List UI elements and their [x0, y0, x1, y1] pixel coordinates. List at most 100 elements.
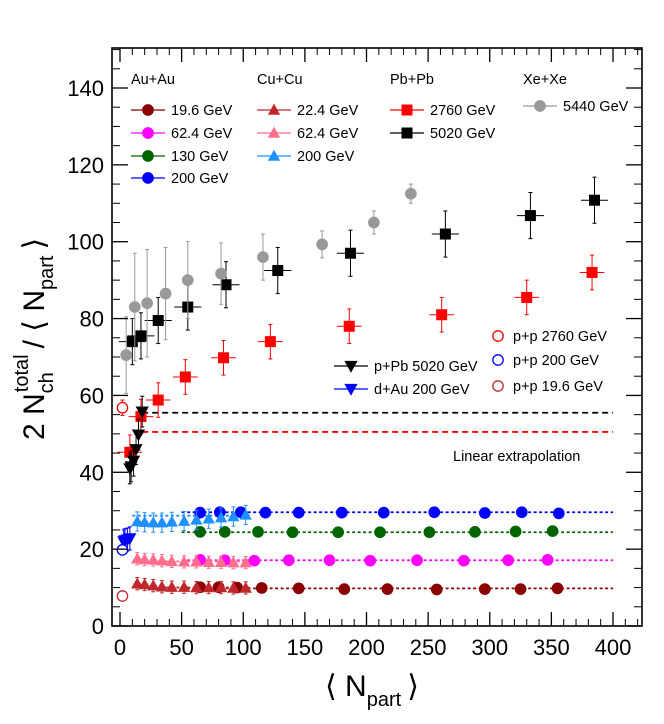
legend-entry: 19.6 GeV: [131, 103, 233, 119]
y-label-sup: total: [11, 354, 33, 392]
legend-entry: 5020 GeV: [390, 126, 496, 142]
extrapolation-lines: [132, 411, 613, 590]
legend-label: p+Pb 5020 GeV: [374, 359, 478, 375]
data-point: [552, 507, 565, 520]
data-point: [215, 267, 227, 280]
data-point: [190, 555, 203, 567]
legend-marker: [267, 126, 281, 138]
data-point: [117, 536, 131, 549]
legend-entry: 2760 GeV: [390, 103, 496, 119]
data-point: [218, 525, 231, 538]
data-point: [131, 552, 144, 564]
x-label-sub: part: [367, 689, 402, 711]
legend-marker: [344, 360, 358, 373]
data-point: [116, 590, 129, 602]
y-label-sub: ch: [36, 372, 58, 393]
data-point: [126, 336, 138, 348]
data-point: [131, 429, 146, 442]
data-point: [551, 582, 564, 595]
data-point: [405, 187, 417, 200]
legend-label: p+p 2760 GeV: [513, 329, 607, 345]
data-point: [524, 210, 536, 222]
data-point: [316, 238, 328, 251]
y-tick-label: 120: [67, 153, 104, 178]
series-5440-gev: [120, 183, 417, 395]
data-point: [128, 301, 141, 313]
data-point: [248, 554, 261, 567]
data-point: [439, 228, 451, 240]
data-point: [589, 194, 601, 206]
data-point: [141, 297, 153, 310]
data-point: [364, 554, 377, 567]
series-62-4-gev: [194, 554, 554, 567]
data-point: [147, 516, 160, 528]
data-point: [239, 508, 252, 520]
legend-group-cu-cu: Cu+Cu: [257, 72, 303, 88]
legend-label: 5440 GeV: [563, 99, 629, 115]
data-point: [338, 583, 351, 595]
x-tick-label: 100: [225, 635, 262, 660]
data-point: [478, 507, 491, 519]
data-point: [541, 554, 554, 566]
legend-marker: [267, 103, 281, 115]
data-point: [239, 556, 252, 568]
data-point: [436, 309, 448, 321]
y-tick-label: 80: [80, 307, 104, 332]
legend-entry: p+Pb 5020 GeV: [334, 359, 478, 375]
data-point: [135, 330, 147, 342]
data-point: [202, 555, 215, 567]
data-point: [252, 525, 264, 538]
series-22-4-gev: [131, 577, 252, 595]
series-200-gev: [131, 504, 252, 533]
axis-ticks: 0 50 100 150 200 250 300 350 400 0 20 40 60 80 100 120 1…: [67, 48, 642, 660]
x-tick-label: 250: [410, 635, 447, 660]
legend-entry: 200 GeV: [257, 149, 355, 165]
data-point: [181, 274, 194, 286]
legend-marker: [142, 172, 154, 184]
data-point: [502, 554, 515, 567]
data-point: [147, 579, 160, 591]
data-point: [120, 349, 133, 361]
data-point: [227, 556, 240, 568]
data-point: [259, 506, 272, 519]
y-tick-label: 0: [92, 614, 104, 639]
data-point: [514, 583, 527, 595]
legend-marker: [492, 380, 504, 392]
data-point: [430, 583, 443, 596]
data-point: [264, 336, 276, 348]
legend-entry: d+Au 200 GeV: [334, 382, 470, 398]
x-axis-label: ⟨ Npart ⟩: [325, 670, 419, 711]
data-point: [165, 580, 178, 592]
y-tick-label: 60: [80, 383, 104, 408]
legend-label: 22.4 GeV: [297, 103, 359, 119]
series-p-pb-5020-gev: [123, 395, 149, 485]
data-point: [220, 279, 232, 291]
data-point: [255, 582, 268, 594]
y-label-coef: 2 N: [18, 393, 51, 440]
data-point: [131, 577, 144, 589]
legend-marker: [492, 330, 504, 342]
data-point: [515, 506, 528, 519]
legend-marker: [401, 127, 413, 139]
y-label-rest: / ⟨ N: [18, 290, 51, 348]
data-point: [227, 510, 240, 522]
legend-entry: 62.4 GeV: [257, 126, 359, 142]
data-point: [202, 512, 215, 524]
data-point: [152, 394, 164, 406]
data-point: [214, 555, 228, 567]
legend-entry: p+p 200 GeV: [492, 353, 599, 369]
data-point: [239, 581, 252, 593]
legend-label: 19.6 GeV: [171, 103, 233, 119]
legend-marker: [142, 104, 154, 116]
y-label-close: ⟩: [18, 238, 51, 250]
data-point: [190, 513, 203, 525]
data-point: [546, 525, 559, 537]
legend-group-au-au: Au+Au: [131, 72, 175, 88]
data-point: [411, 554, 423, 567]
legend-label: 200 GeV: [171, 171, 229, 187]
legend-marker: [142, 150, 154, 162]
data-point: [165, 515, 178, 527]
x-tick-label: 50: [169, 635, 193, 660]
data-point: [202, 581, 215, 593]
